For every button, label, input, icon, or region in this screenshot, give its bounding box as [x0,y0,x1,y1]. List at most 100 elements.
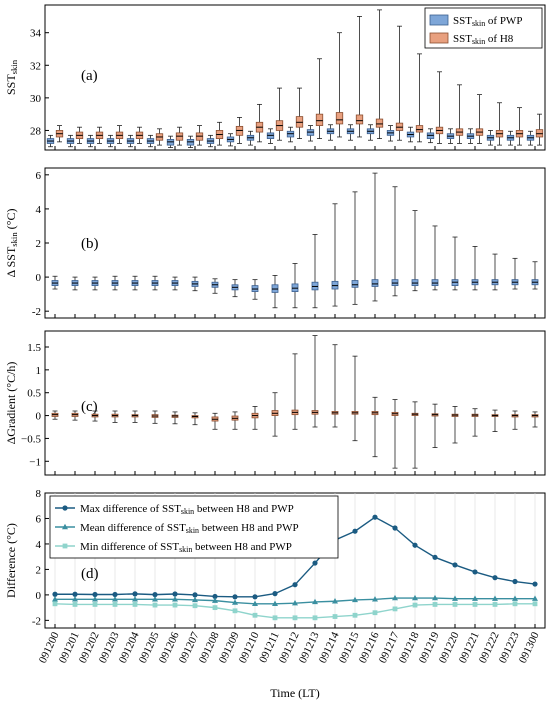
panel-4: -2 0 2 4 6 8 Difference (°C) (d) Max difference … [4,488,546,629]
data-point [92,596,98,602]
y-tick-label: 6 [36,513,42,525]
data-point [472,569,478,575]
data-point [292,615,298,621]
data-point [432,602,438,607]
data-point [452,602,458,607]
data-point [312,560,318,566]
data-point [52,596,58,602]
data-point [512,578,518,585]
data-point [492,602,498,607]
x-axis-label: Time (LT) [270,686,319,700]
data-point [72,596,78,602]
data-point [392,594,398,601]
box [375,118,384,128]
data-point [492,575,498,581]
y-axis-label: Difference (°C) [4,523,18,598]
data-point [432,554,438,560]
legend-box [49,495,339,559]
y-tick-label: 1 [36,365,42,377]
panel-label: (a) [81,68,98,84]
data-point [372,610,378,616]
data-point [132,591,138,597]
legend-label: Mean difference of SSTskin between H8 an… [80,522,299,535]
data-point [432,594,438,601]
data-point [312,615,318,621]
data-point [192,592,198,598]
data-point [272,600,278,607]
y-axis-label: ΔGradient (°C/h) [4,362,18,445]
legend-label: SSTskin of H8 [453,33,514,46]
data-point [152,596,158,602]
data-point [212,593,218,600]
box [351,280,359,288]
data-point [372,596,378,602]
legend-marker [62,505,68,511]
y-tick-label: 4 [36,539,42,551]
data-point [232,599,238,605]
data-point [392,525,398,531]
data-point [312,598,318,605]
y-tick-label: 28 [30,125,42,137]
y-tick-label: 1.5 [27,342,41,354]
data-point [252,594,258,600]
data-point [52,591,58,597]
data-point [472,595,478,601]
box [315,113,324,126]
y-tick-label: 0.5 [27,388,41,400]
data-point [92,591,98,598]
legend-marker [62,523,68,530]
data-point [192,603,198,609]
data-point [492,595,498,601]
y-tick-label: 2 [36,564,42,576]
y-tick-label: 0 [36,411,42,423]
data-point [172,591,178,597]
data-point [152,602,158,608]
data-point [452,595,458,601]
data-point [112,596,118,602]
y-tick-label: 30 [30,93,42,105]
panel-2: -2 0 2 4 6 Δ SSTskin (°C) (b) [4,167,546,319]
legend-label: Min difference of SSTskin between H8 and… [80,541,292,554]
box [355,114,364,125]
data-point [332,614,338,619]
data-point [392,606,398,612]
data-point [272,591,278,597]
data-point [472,602,478,607]
y-tick-label: 32 [30,60,41,72]
data-point [172,596,178,602]
y-tick-label: −1 [29,456,41,468]
box [335,112,344,125]
data-point [192,596,198,603]
y-tick-label: 0 [36,590,42,602]
data-point [92,602,98,607]
data-point [212,605,218,611]
data-point [292,599,298,606]
data-point [272,615,278,621]
data-point [412,594,418,601]
data-point [172,602,178,608]
data-point [532,595,538,601]
data-point [412,602,418,608]
y-axis-label: Δ SSTskin (°C) [4,209,19,278]
data-point [352,528,358,534]
legend-marker [62,543,68,549]
data-point [72,602,78,607]
y-tick-label: 34 [30,28,42,40]
data-point [352,596,358,603]
legend-label: Max difference of SSTskin between H8 and… [80,503,294,516]
legend-swatch [429,14,449,26]
data-point [512,595,518,601]
panel-label: (d) [81,566,99,582]
data-point [132,596,138,602]
data-point [212,597,218,603]
data-point [152,592,158,598]
y-axis-label: SSTskin [4,59,19,95]
data-point [412,542,418,548]
y-tick-label: -2 [32,306,41,318]
data-point [52,601,58,607]
box [415,125,424,133]
data-point [532,581,538,587]
y-tick-label: −0.5 [21,433,41,445]
